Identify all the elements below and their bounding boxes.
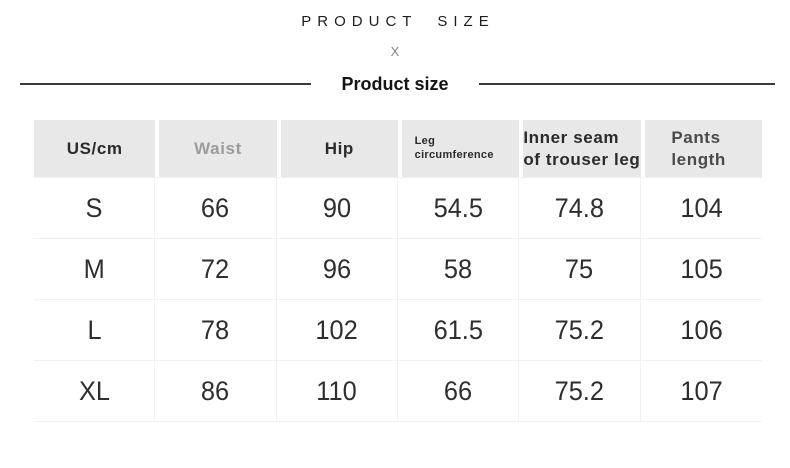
leg-circumference-cell: 66: [398, 361, 520, 421]
hip-value: 96: [322, 253, 351, 284]
section-title: Product size: [311, 72, 479, 96]
table-header-row: US/cm Waist Hip Leg circumference Inner …: [34, 120, 762, 177]
header-cell-leg-circumference: Leg circumference: [398, 120, 520, 177]
pants-length-value: 107: [680, 375, 723, 406]
inner-seam-value: 75.2: [554, 375, 605, 406]
header-cell-us-cm: US/cm: [34, 120, 156, 177]
header-label-inner-seam: Inner seam of trouser leg: [523, 128, 641, 169]
section-title-divider: Product size: [0, 72, 790, 96]
pants-length-cell: 104: [641, 178, 762, 238]
inner-seam-value: 75: [565, 253, 594, 284]
size-value: S: [85, 192, 103, 223]
hip-value: 90: [322, 192, 351, 223]
hip-value: 110: [316, 375, 358, 406]
header-label-leg-circumference: Leg circumference: [414, 134, 494, 161]
x-divider-mark: X: [390, 44, 400, 59]
header-cell-hip: Hip: [276, 120, 398, 177]
leg-circumference-cell: 58: [398, 239, 520, 299]
leg-circumference-value: 58: [444, 253, 473, 284]
waist-value: 66: [201, 192, 230, 223]
header-cell-waist: Waist: [155, 120, 277, 177]
pants-length-cell: 105: [641, 239, 762, 299]
header-label-pants-length: Pants length: [671, 128, 726, 169]
size-cell: S: [34, 178, 156, 238]
size-cell: M: [34, 239, 156, 299]
hip-cell: 96: [277, 239, 398, 299]
waist-cell: 72: [155, 239, 277, 299]
waist-cell: 78: [155, 300, 277, 360]
leg-circumference-value: 66: [444, 375, 473, 406]
pants-length-cell: 106: [641, 300, 762, 360]
pants-length-value: 105: [680, 253, 723, 284]
header-cell-pants-length: Pants length: [640, 120, 762, 177]
waist-cell: 86: [155, 361, 277, 421]
header-label-hip: Hip: [324, 138, 354, 158]
table-row-xl: XL 86 110 66 75.2 107: [34, 361, 762, 422]
waist-value: 72: [201, 253, 230, 284]
size-table: US/cm Waist Hip Leg circumference Inner …: [34, 120, 762, 422]
leg-circumference-cell: 61.5: [398, 300, 520, 360]
header-label-waist: Waist: [194, 138, 242, 158]
waist-value: 86: [201, 375, 230, 406]
table-row-l: L 78 102 61.5 75.2 106: [34, 300, 762, 361]
inner-seam-value: 74.8: [554, 192, 605, 223]
size-value: L: [87, 314, 102, 345]
waist-value: 78: [201, 314, 230, 345]
table-body: S 66 90 54.5 74.8 104 M 72 96 58 75 105 …: [34, 177, 762, 422]
size-value: M: [83, 253, 105, 284]
header-label-us-cm: US/cm: [66, 138, 123, 158]
pants-length-value: 104: [680, 192, 723, 223]
header-cell-inner-seam: Inner seam of trouser leg: [519, 120, 641, 177]
pants-length-cell: 107: [641, 361, 762, 421]
page-kicker-title: PRODUCT SIZE: [301, 13, 495, 30]
leg-circumference-cell: 54.5: [398, 178, 520, 238]
waist-cell: 66: [155, 178, 277, 238]
inner-seam-cell: 75.2: [519, 300, 641, 360]
size-cell: XL: [34, 361, 156, 421]
inner-seam-cell: 74.8: [519, 178, 641, 238]
hip-value: 102: [315, 314, 359, 345]
size-value: XL: [78, 375, 110, 406]
hip-cell: 110: [277, 361, 398, 421]
table-row-m: M 72 96 58 75 105: [34, 239, 762, 300]
inner-seam-value: 75.2: [554, 314, 605, 345]
inner-seam-cell: 75.2: [519, 361, 641, 421]
pants-length-value: 106: [680, 314, 723, 345]
leg-circumference-value: 54.5: [433, 192, 483, 223]
hip-cell: 90: [277, 178, 398, 238]
size-cell: L: [34, 300, 156, 360]
table-row-s: S 66 90 54.5 74.8 104: [34, 177, 762, 239]
hip-cell: 102: [277, 300, 398, 360]
inner-seam-cell: 75: [519, 239, 641, 299]
leg-circumference-value: 61.5: [433, 314, 483, 345]
